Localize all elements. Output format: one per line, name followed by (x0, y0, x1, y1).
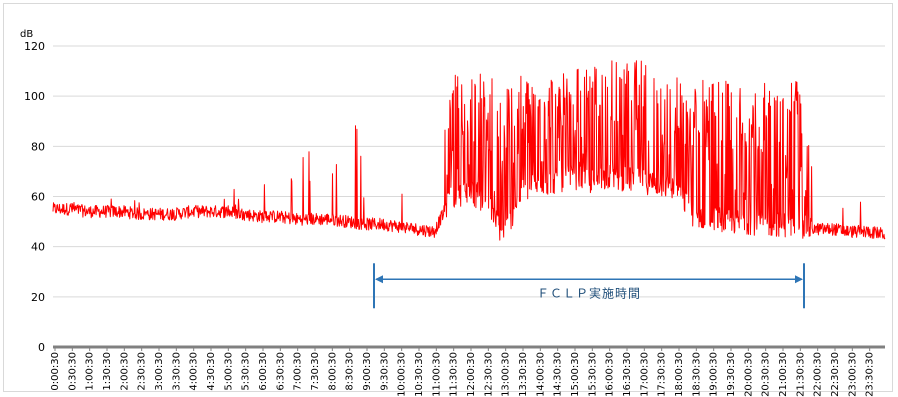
x-tick-label: 5:00:30 (223, 352, 234, 391)
x-tick-label: 1:30:30 (102, 352, 113, 391)
x-tick-label: 23:00:30 (847, 352, 858, 397)
x-tick-label: 18:30:30 (691, 352, 702, 397)
x-tick-label: 10:00:30 (397, 352, 408, 397)
x-tick-label: 12:00:30 (466, 352, 477, 397)
x-tick-label: 22:30:30 (830, 352, 841, 397)
chart-frame (3, 3, 893, 392)
y-tick-label: 100 (24, 90, 45, 103)
y-tick-label: 40 (31, 241, 45, 254)
x-tick-label: 8:00:30 (327, 352, 338, 391)
x-tick-label: 6:30:30 (275, 352, 286, 391)
y-axis-unit: dB (20, 29, 33, 40)
x-tick-label: 7:00:30 (293, 352, 304, 391)
x-tick-label: 21:00:30 (778, 352, 789, 397)
y-tick-label: 60 (31, 191, 45, 204)
x-tick-label: 6:00:30 (258, 352, 269, 391)
x-tick-label: 5:30:30 (241, 352, 252, 391)
x-tick-label: 18:00:30 (674, 352, 685, 397)
y-tick-label: 0 (38, 341, 45, 354)
x-tick-label: 17:00:30 (639, 352, 650, 397)
x-tick-label: 0:30:30 (67, 352, 78, 391)
x-tick-label: 0:00:30 (50, 352, 61, 391)
y-tick-label: 80 (31, 140, 45, 153)
x-tick-label: 13:00:30 (501, 352, 512, 397)
annotation-label: ＦＣＬＰ実施時間 (537, 285, 641, 300)
x-tick-label: 3:00:30 (154, 352, 165, 391)
x-tick-label: 9:00:30 (362, 352, 373, 391)
series-line (52, 60, 886, 241)
series-layer (52, 60, 886, 241)
x-tick-label: 17:30:30 (657, 352, 668, 397)
x-tick-label: 8:30:30 (345, 352, 356, 391)
x-axis: 0:00:30 0:30:30 1:00:30 1:30:30 2:00:30 2:30:… (50, 345, 885, 397)
x-tick-label: 20:00:30 (743, 352, 754, 397)
x-tick-label: 15:30:30 (587, 352, 598, 397)
x-tick-label: 16:30:30 (622, 352, 633, 397)
x-tick-label: 4:00:30 (189, 352, 200, 391)
x-tick-label: 11:00:30 (431, 352, 442, 397)
x-tick-label: 1:00:30 (85, 352, 96, 391)
arrow-left-icon (375, 275, 383, 284)
x-tick-label: 12:30:30 (483, 352, 494, 397)
arrow-right-icon (795, 275, 803, 284)
x-tick-label: 3:30:30 (171, 352, 182, 391)
x-tick-label: 19:00:30 (709, 352, 720, 397)
y-tick-label: 120 (24, 40, 45, 53)
x-tick-label: 10:30:30 (414, 352, 425, 397)
x-tick-label: 7:30:30 (310, 352, 321, 391)
x-tick-label: 2:00:30 (119, 352, 130, 391)
x-tick-label: 20:30:30 (761, 352, 772, 397)
x-tick-label: 9:30:30 (379, 352, 390, 391)
x-tick-label: 23:30:30 (865, 352, 876, 397)
y-tick-label: 20 (31, 291, 45, 304)
x-tick-label: 4:30:30 (206, 352, 217, 391)
annotation-layer: ＦＣＬＰ実施時間 (373, 263, 805, 309)
x-tick-label: 13:30:30 (518, 352, 529, 397)
y-axis: 0 20 40 60 80 100 120 (24, 40, 45, 354)
x-tick-label: 11:30:30 (449, 352, 460, 397)
x-tick-label: 14:30:30 (553, 352, 564, 397)
x-tick-label: 19:30:30 (726, 352, 737, 397)
x-tick-label: 22:00:30 (813, 352, 824, 397)
x-tick-label: 14:00:30 (535, 352, 546, 397)
x-tick-label: 2:30:30 (137, 352, 148, 391)
x-tick-label: 16:00:30 (605, 352, 616, 397)
x-tick-label: 21:30:30 (795, 352, 806, 397)
x-tick-label: 15:00:30 (570, 352, 581, 397)
